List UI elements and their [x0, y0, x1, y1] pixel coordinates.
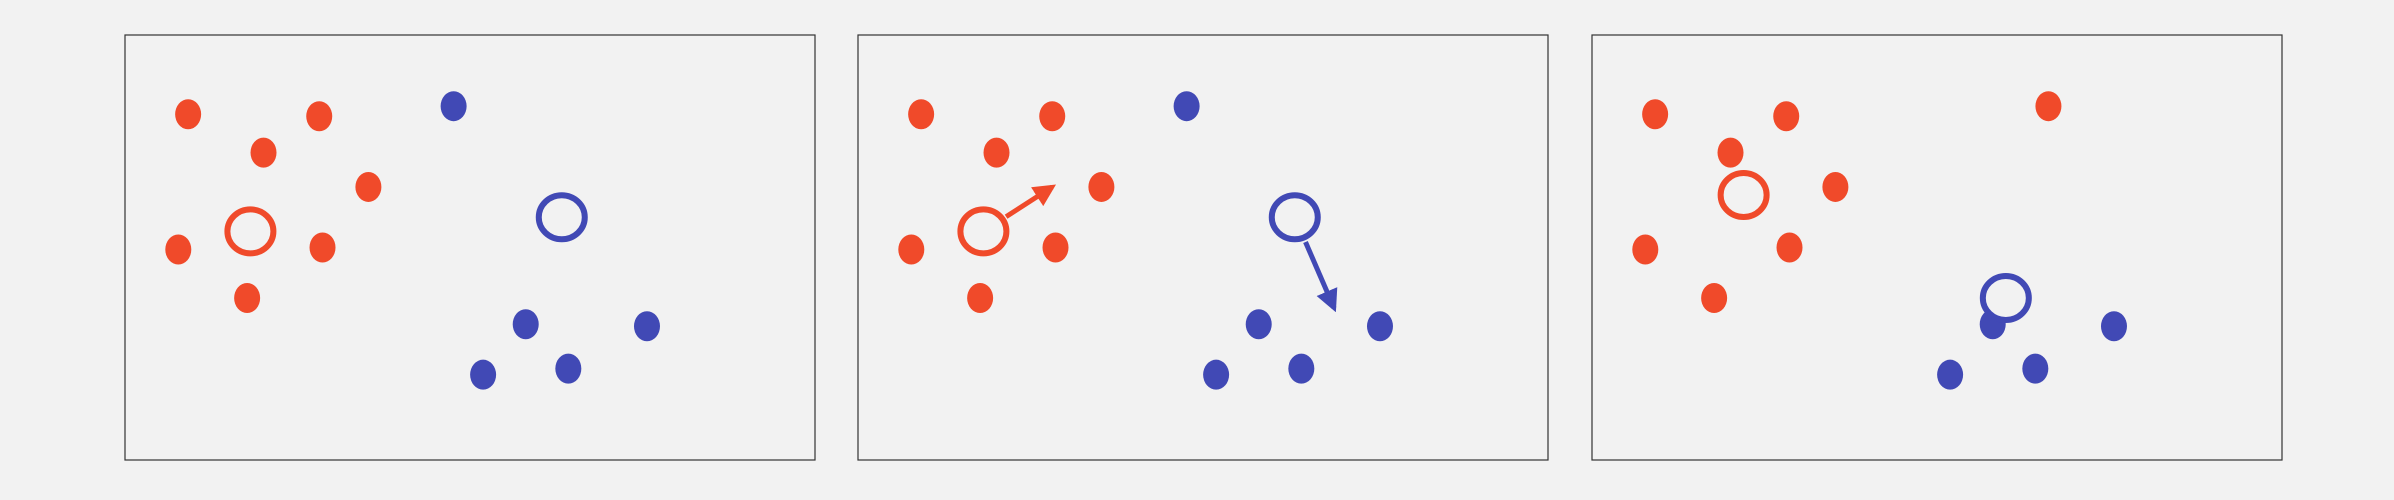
- blue-data-point: [440, 91, 467, 122]
- blue-data-point: [512, 309, 539, 340]
- red-data-point: [1773, 101, 1800, 132]
- red-data-point: [250, 137, 277, 168]
- blue-data-point: [470, 359, 497, 390]
- blue-data-point: [1245, 309, 1272, 340]
- red-data-point: [309, 232, 336, 263]
- blue-data-point: [633, 311, 660, 342]
- red-data-point: [1642, 99, 1669, 130]
- red-data-point: [967, 282, 994, 313]
- red-data-point: [1042, 232, 1069, 263]
- blue-data-point: [1366, 311, 1393, 342]
- blue-centroid-move-arrow: [1303, 241, 1338, 313]
- panel-frame: [124, 34, 816, 461]
- red-data-point: [898, 234, 925, 265]
- blue-data-point: [2022, 353, 2049, 384]
- red-data-point: [1088, 171, 1115, 202]
- red-data-point: [306, 101, 333, 132]
- panel-step-1: [124, 34, 816, 461]
- red-data-point: [908, 99, 935, 130]
- red-data-point: [1632, 234, 1659, 265]
- blue-centroid-marker: [1979, 272, 2032, 323]
- blue-data-point: [1937, 359, 1964, 390]
- red-data-point: [983, 137, 1010, 168]
- red-centroid-marker: [957, 206, 1010, 257]
- red-data-point: [1822, 171, 1849, 202]
- blue-data-point: [1203, 359, 1230, 390]
- blue-data-point: [1288, 353, 1315, 384]
- blue-centroid-marker: [535, 192, 588, 243]
- panel-frame: [857, 34, 1549, 461]
- blue-data-point: [555, 353, 582, 384]
- blue-centroid-marker: [1268, 192, 1321, 243]
- blue-data-point: [2100, 311, 2127, 342]
- red-data-point: [1717, 137, 1744, 168]
- red-centroid-move-arrow: [1004, 184, 1057, 219]
- red-data-point: [1039, 101, 1066, 132]
- blue-data-point: [1173, 91, 1200, 122]
- panel-frame: [1591, 34, 2283, 461]
- panel-step-2: [857, 34, 1549, 461]
- red-data-point: [1701, 282, 1728, 313]
- blue-data-point: [2035, 91, 2062, 122]
- red-data-point: [1776, 232, 1803, 263]
- red-centroid-marker: [224, 206, 277, 257]
- panel-step-3: [1591, 34, 2283, 461]
- red-data-point: [165, 234, 192, 265]
- panels-layer: [124, 34, 2283, 461]
- red-data-point: [355, 171, 382, 202]
- red-data-point: [234, 282, 261, 313]
- red-data-point: [175, 99, 202, 130]
- red-centroid-marker: [1717, 170, 1770, 221]
